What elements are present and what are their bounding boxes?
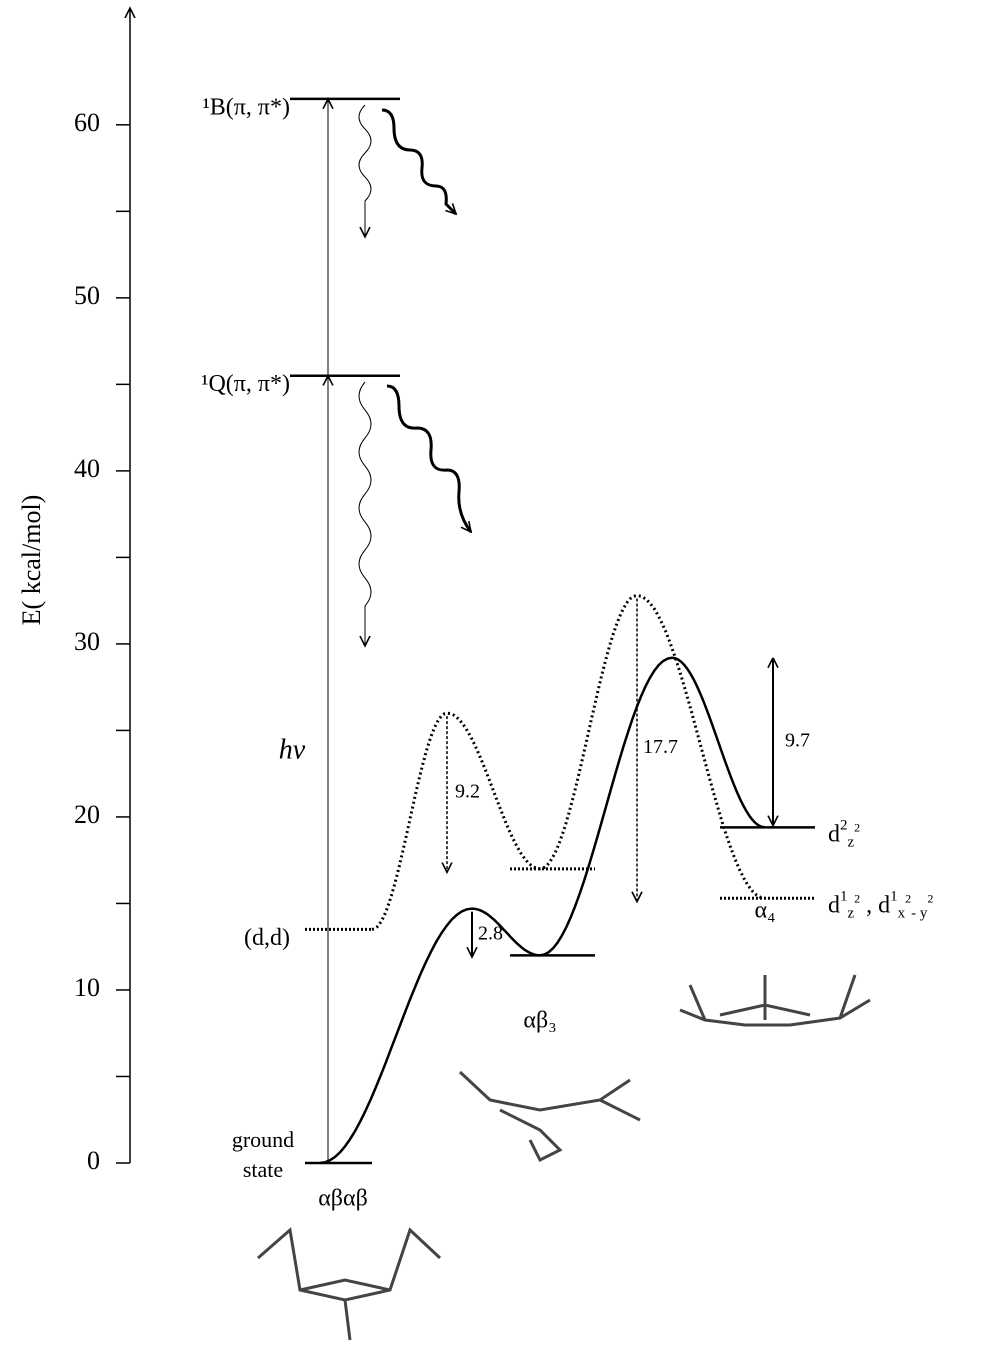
page: E( kcal/mol) 0 10 20 30 40 50 60 (d,d) ¹Q(π, π*)…	[0, 0, 987, 1362]
chart: E( kcal/mol) 0 10 20 30 40 50 60 (d,d) ¹Q(π, π*)…	[0, 0, 987, 1362]
level-label: (d,d)	[244, 925, 290, 951]
label-part: d	[828, 892, 840, 918]
y-tick-label: 50	[74, 281, 100, 310]
label-part: x	[898, 906, 906, 922]
y-tick-label: 20	[74, 800, 100, 829]
label-part: 2	[854, 820, 860, 834]
energy-curve	[320, 658, 765, 1163]
label-part: 1	[840, 889, 848, 905]
barrier-label: 9.2	[455, 780, 480, 802]
level-label: ¹Q(π, π*)	[201, 371, 290, 397]
y-tick-label: 60	[74, 108, 100, 137]
label-part: z	[848, 906, 855, 922]
excitation-label: hν	[279, 734, 306, 765]
label-part: , d	[860, 892, 890, 918]
level-label: ¹B(π, π*)	[203, 94, 290, 120]
label-part: 1	[890, 889, 898, 905]
barrier-label: 9.7	[785, 729, 810, 751]
y-tick-label: 0	[87, 1146, 100, 1175]
y-tick-label: 40	[74, 454, 100, 483]
conformer-label: α₄	[755, 898, 776, 924]
y-tick-label: 10	[74, 973, 100, 1002]
barrier-label: 2.8	[478, 922, 503, 944]
label-part: 2	[905, 891, 911, 905]
label-part: d	[828, 821, 840, 847]
conformer-label: αβ₃	[523, 1008, 556, 1034]
label-part: - y	[911, 906, 928, 922]
level-label: ground state	[228, 1125, 298, 1185]
label-part: 2	[840, 818, 848, 834]
level-label: d1z2 , d1x2- y2	[828, 889, 933, 922]
barrier-label: 17.7	[643, 736, 678, 758]
level-label: d2z2	[828, 818, 860, 851]
conformer-label: αβαβ	[318, 1186, 368, 1212]
energy-curve	[372, 596, 765, 930]
y-axis-label: E( kcal/mol)	[17, 495, 46, 626]
label-part: z	[848, 835, 855, 851]
molecule-sketch	[258, 975, 870, 1340]
label-part: 2	[927, 891, 933, 905]
y-tick-label: 30	[74, 627, 100, 656]
